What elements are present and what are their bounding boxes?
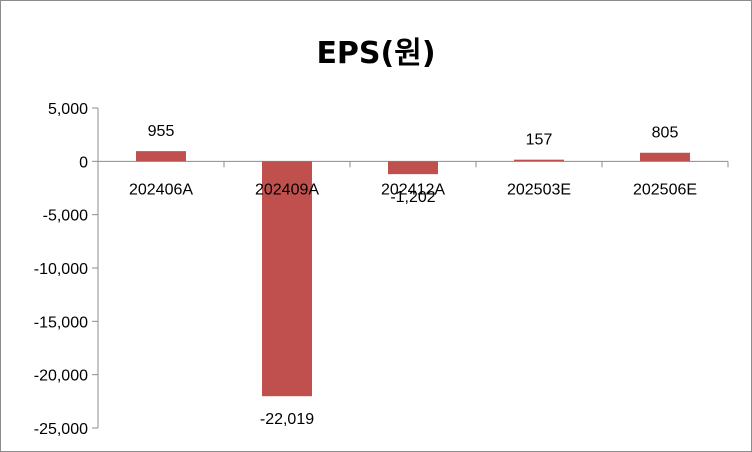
category-label: 202506E — [633, 181, 697, 198]
bar-202506E — [640, 152, 690, 162]
bar-202409A — [262, 161, 312, 397]
data-label: 955 — [148, 123, 175, 140]
chart-title: EPS(원) — [316, 36, 436, 71]
labels: 202406A 955 202409A -22,019 202412A-1,202 202… — [129, 123, 697, 428]
data-label: -1,202 — [390, 189, 435, 206]
data-label: 157 — [526, 132, 553, 149]
y-tick-label: -15,000 — [34, 314, 88, 331]
data-label: 805 — [652, 125, 679, 142]
y-tick-label: 5,000 — [48, 101, 88, 118]
y-tick-label: -5,000 — [43, 208, 88, 225]
category-label: 202412A — [381, 181, 445, 198]
category-label: 202503E — [507, 181, 571, 198]
y-tick-label: -20,000 — [34, 368, 88, 385]
bar-202503E — [514, 159, 564, 162]
category-label: 202409A — [255, 181, 319, 198]
category-label: 202406A — [129, 181, 193, 198]
y-tick-label: 0 — [79, 154, 88, 171]
bars — [136, 151, 690, 397]
y-tick-label: -25,000 — [34, 421, 88, 438]
data-label: -22,019 — [260, 411, 314, 428]
bar-202412A — [388, 161, 438, 175]
bar-202406A — [136, 151, 186, 162]
y-tick-label: -10,000 — [34, 261, 88, 278]
